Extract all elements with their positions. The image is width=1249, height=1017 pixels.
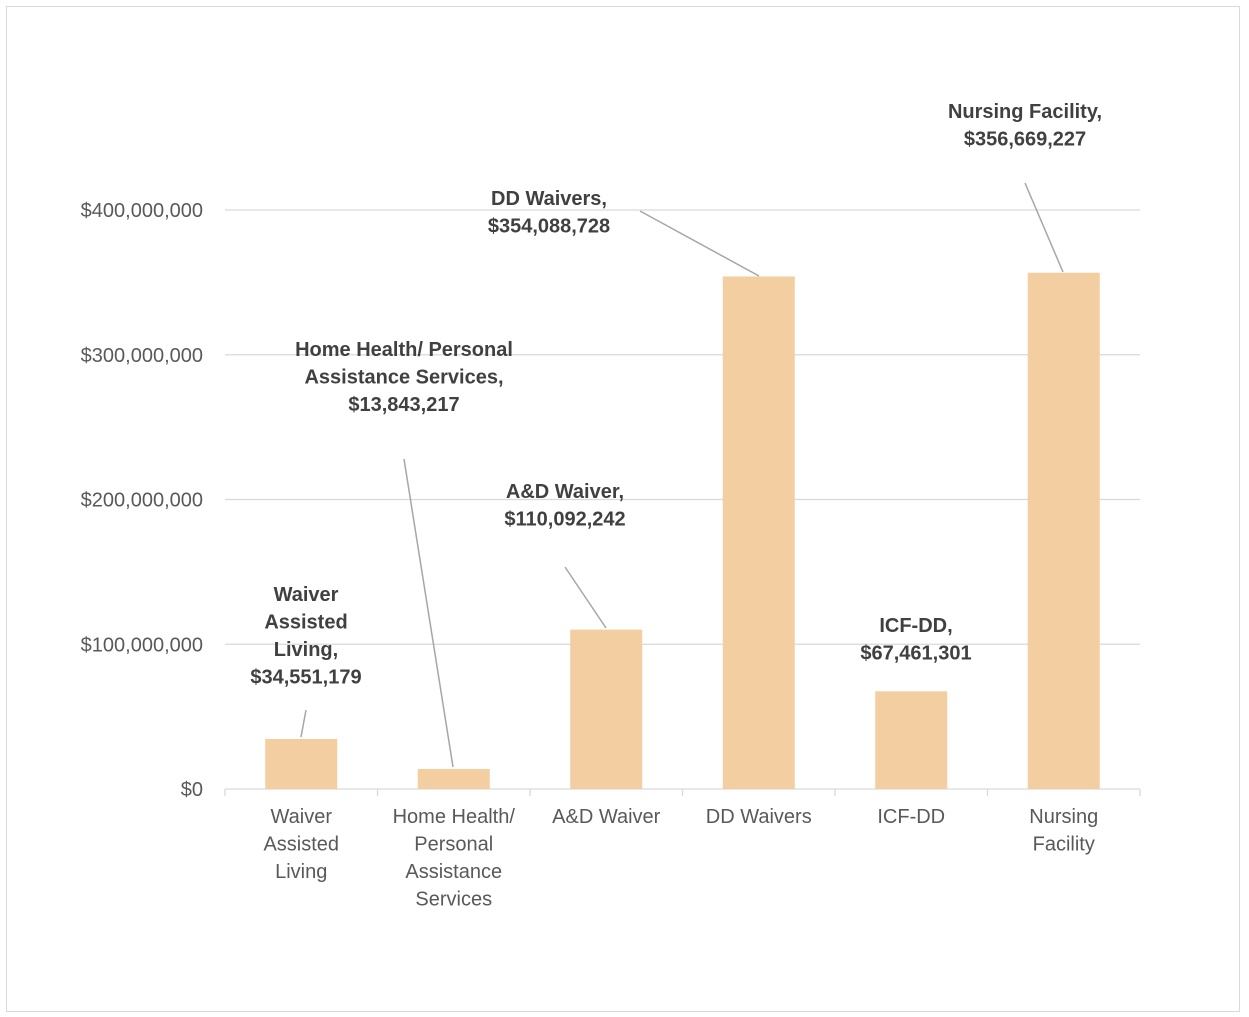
leader-line [640, 211, 759, 276]
y-tick-label: $400,000,000 [81, 200, 203, 222]
data-label: A&D Waiver, $110,092,242 [504, 481, 625, 531]
data-label: DD Waivers, $354,088,728 [488, 188, 610, 238]
bar [418, 769, 490, 789]
y-tick-label: $0 [181, 779, 203, 801]
bar [723, 276, 795, 789]
x-category-label: Home Health/Personal Assistance Services [393, 806, 516, 911]
data-label: Home Health/ Personal Assistance Services… [295, 339, 513, 416]
leader-line [1025, 183, 1063, 272]
x-category-label: Nursing Facility [1029, 806, 1098, 856]
x-category-label: Waiver Assisted Living [263, 806, 339, 883]
x-category-label: A&D Waiver [552, 806, 661, 828]
data-label: Nursing Facility, $356,669,227 [948, 101, 1102, 151]
data-label: Waiver Assisted Living, $34,551,179 [250, 584, 361, 689]
bar [570, 630, 642, 789]
y-tick-label: $100,000,000 [81, 634, 203, 656]
y-tick-label: $300,000,000 [81, 345, 203, 367]
bar [875, 691, 947, 789]
leader-line [565, 567, 606, 628]
y-tick-label: $200,000,000 [81, 490, 203, 512]
x-category-label: DD Waivers [706, 806, 812, 828]
bar [265, 739, 337, 789]
bar [1028, 273, 1100, 789]
x-category-label: ICF-DD [877, 806, 945, 828]
leader-line [301, 710, 306, 737]
data-label: ICF-DD, $67,461,301 [860, 615, 971, 665]
leader-line [404, 459, 453, 767]
